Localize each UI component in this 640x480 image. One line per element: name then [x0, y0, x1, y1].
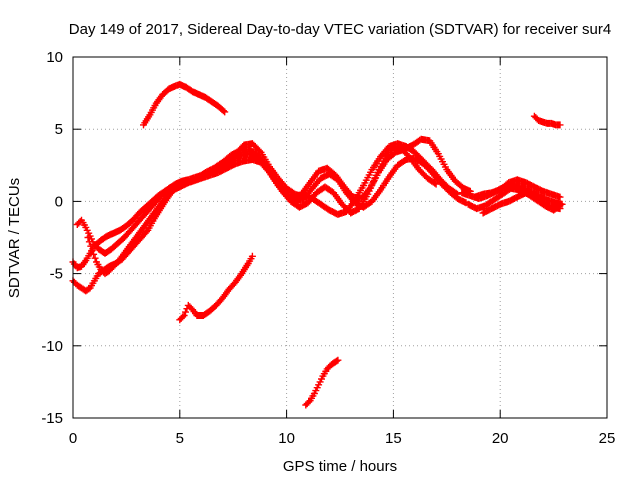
- x-tick-label: 5: [176, 430, 184, 447]
- data-marks: [69, 80, 566, 409]
- series-arc-6: [176, 252, 256, 324]
- x-tick-label: 25: [599, 430, 616, 447]
- x-tick-label: 15: [385, 430, 402, 447]
- x-tick-label: 20: [492, 430, 509, 447]
- y-tick-label: -5: [50, 266, 63, 283]
- series-arc-12: [530, 112, 564, 129]
- marker-trace: [479, 189, 564, 217]
- y-tick-label: 0: [55, 193, 63, 210]
- tick-labels: 0 5 10 15 20 25 -15 -10 -5 0 5 10: [41, 49, 615, 447]
- series-arc-10: [471, 176, 564, 201]
- plot-border: [72, 56, 608, 419]
- series-arc-7: [302, 356, 342, 409]
- marker-trace: [84, 135, 474, 278]
- y-tick-label: 5: [55, 121, 63, 138]
- marker-trace: [140, 80, 229, 129]
- y-tick-label: 10: [46, 49, 63, 66]
- x-axis-label: GPS time / hours: [283, 458, 397, 475]
- x-tick-label: 0: [69, 430, 77, 447]
- series-arc-4: [84, 135, 474, 278]
- marker-trace: [530, 112, 564, 129]
- marker-trace: [471, 176, 564, 201]
- y-axis-label: SDTVAR / TECUs: [6, 178, 23, 298]
- y-tick-label: -10: [41, 338, 63, 355]
- marker-trace: [302, 356, 342, 409]
- x-tick-label: 10: [278, 430, 295, 447]
- chart-title: Day 149 of 2017, Sidereal Day-to-day VTE…: [69, 21, 611, 38]
- y-tick-label: -15: [41, 410, 63, 427]
- marker-trace: [176, 252, 256, 324]
- series-arc-5: [140, 80, 229, 129]
- series-arc-11: [479, 189, 564, 217]
